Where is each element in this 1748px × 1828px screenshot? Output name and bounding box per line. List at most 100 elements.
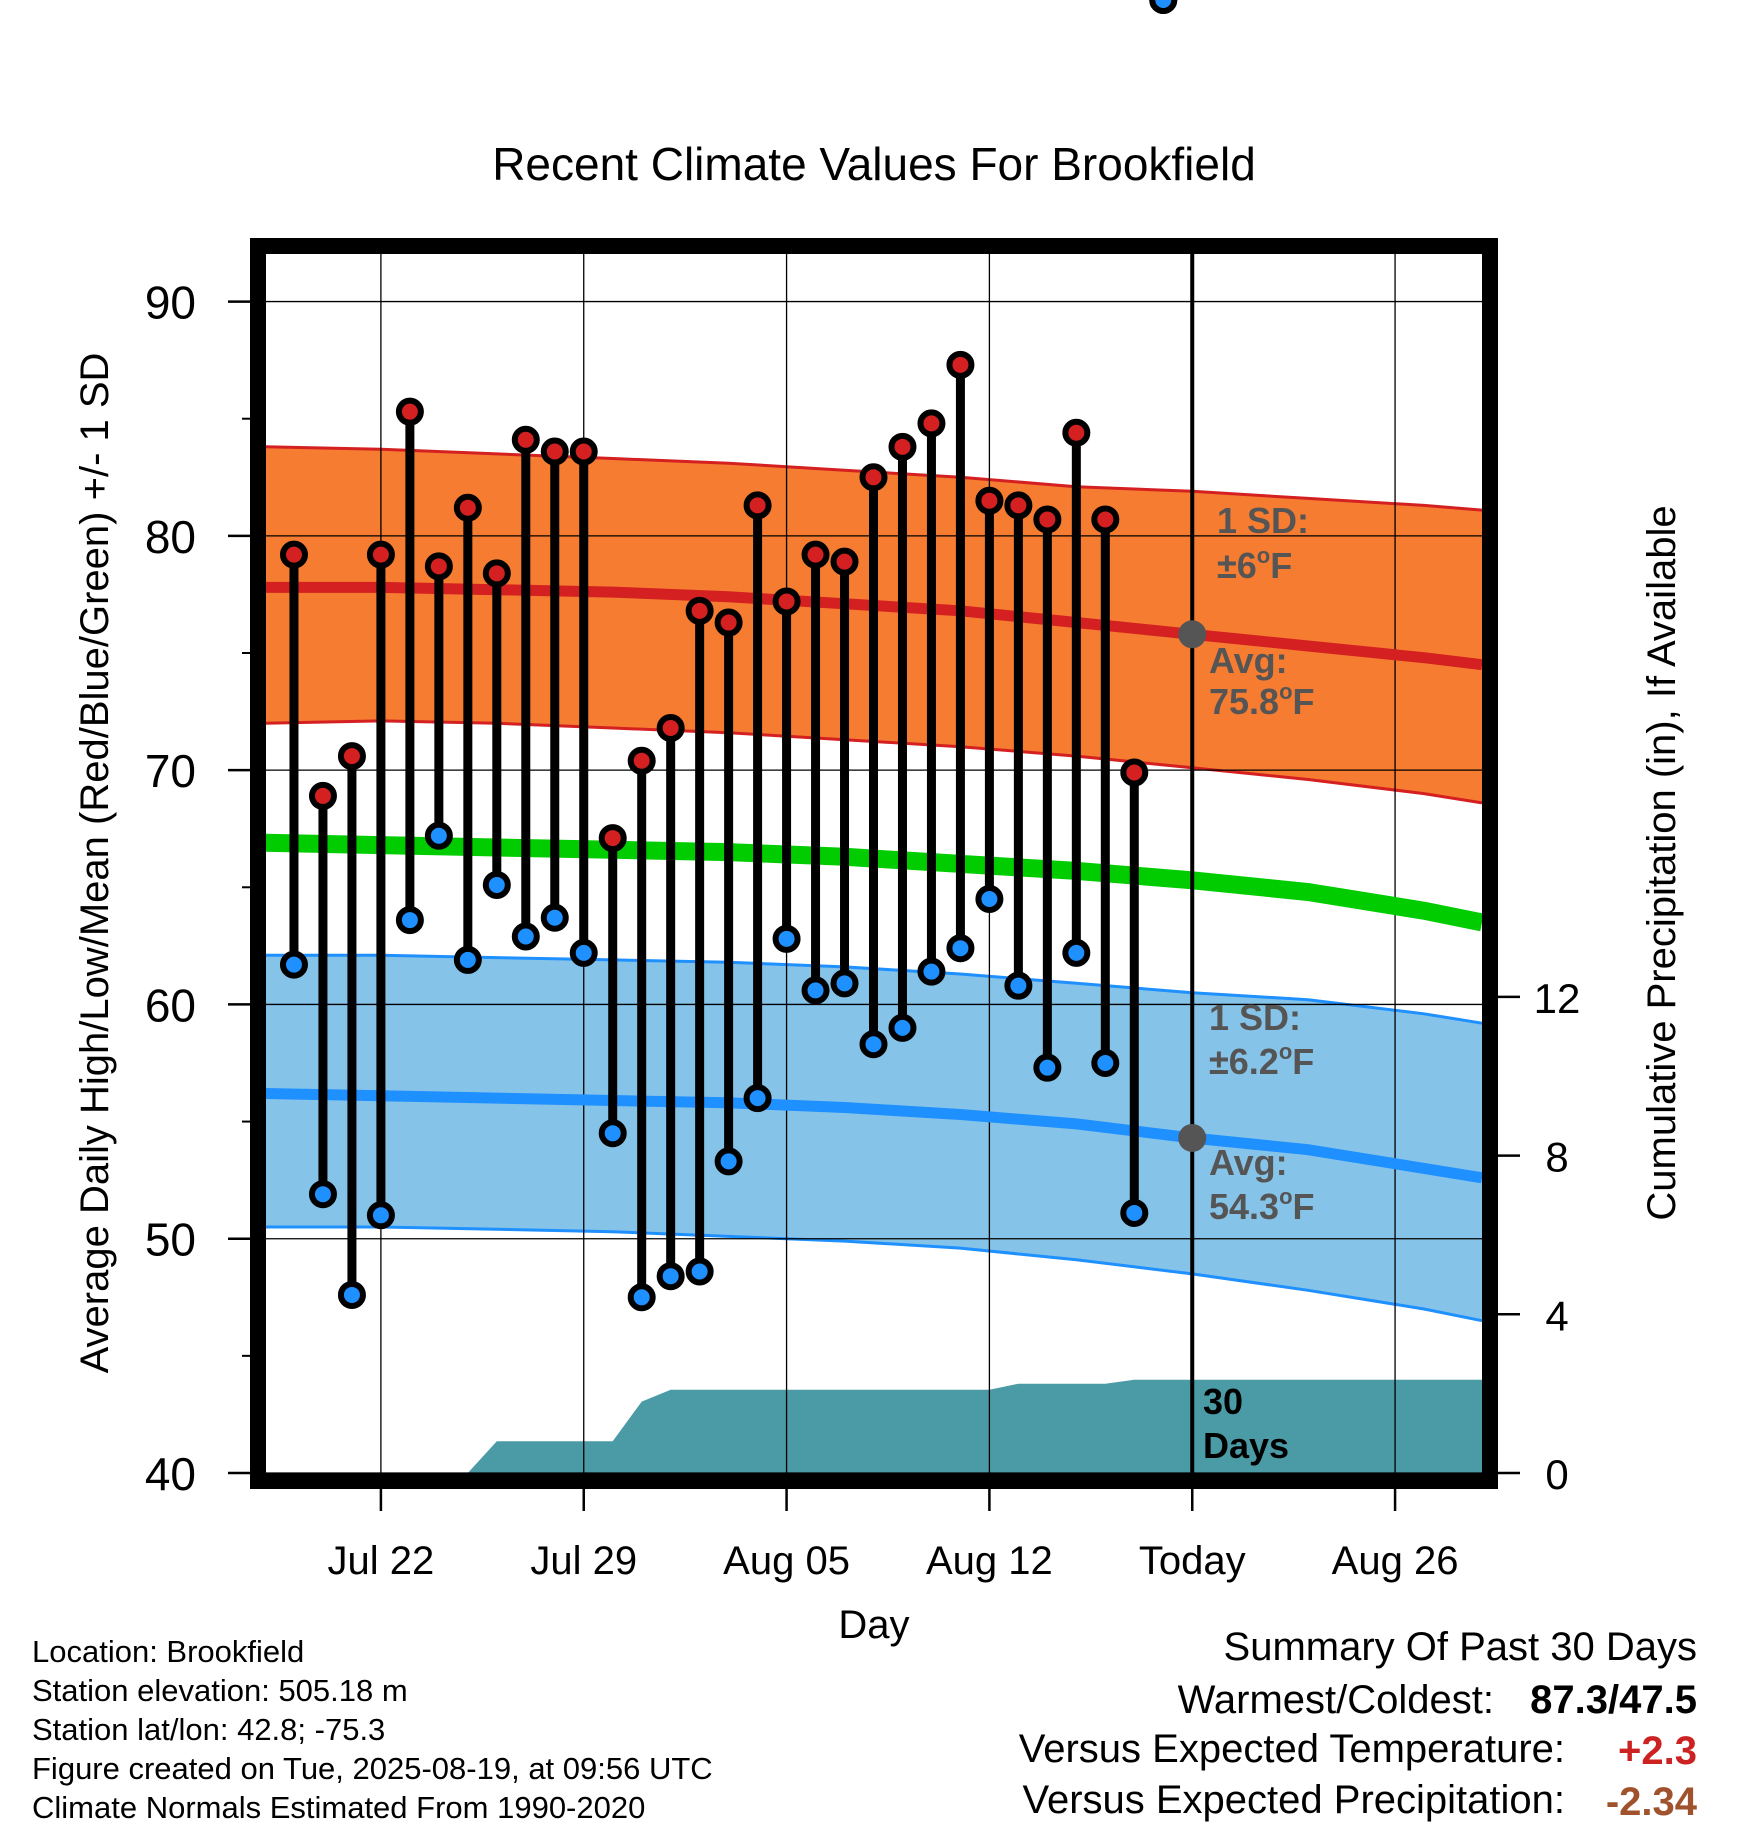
daily-high-point [482, 559, 511, 588]
daily-high-point [1120, 758, 1149, 787]
daily-low-point [743, 1084, 772, 1113]
y-axis-label: Average Daily High/Low/Mean (Red/Blue/Gr… [73, 353, 117, 1374]
plot-border [250, 238, 1498, 1489]
daily-high-point [656, 713, 685, 742]
daily-low-point [685, 1257, 714, 1286]
daily-low-point [395, 906, 424, 935]
daily-low-point [1004, 971, 1033, 1000]
cumulative-precip-area [265, 1379, 1482, 1473]
x-tick-label: Jul 22 [328, 1539, 435, 1583]
daily-high-point [366, 540, 395, 569]
axes: 40 50 60 70 80 90 0 4 8 12 Jul 22 Jul 29 Aug 05 Aug 1… [145, 277, 1581, 1583]
daily-low-point [946, 934, 975, 963]
summary-temp-label: Versus Expected Temperature: [1019, 1727, 1565, 1771]
x-tick-label: Aug 05 [723, 1539, 850, 1583]
low-avg-label: Avg: [1209, 1142, 1288, 1183]
y-tick-label: 60 [145, 979, 196, 1031]
daily-low-point [1091, 1049, 1120, 1077]
daily-low-point [569, 938, 598, 967]
daily-high-point [685, 596, 714, 625]
high-avg-label: Avg: [1209, 640, 1288, 681]
daily-low-point [308, 1180, 337, 1209]
y2-tick-label: 4 [1545, 1292, 1568, 1339]
y2-tick-label: 8 [1545, 1134, 1568, 1181]
daily-high-point [395, 397, 424, 426]
period-days-label: Days [1203, 1425, 1289, 1466]
period-count-label: 30 [1203, 1381, 1243, 1422]
daily-high-point [1033, 505, 1062, 534]
low-avg-line [264, 1088, 1483, 1184]
daily-high-point [714, 608, 743, 637]
daily-low-point [888, 1013, 917, 1042]
daily-low-point [1062, 938, 1091, 967]
y-tick-label: 90 [145, 277, 196, 329]
daily-high-point [1091, 505, 1120, 534]
today-high-avg-marker [1178, 620, 1207, 649]
y-tick-label: 80 [145, 511, 196, 563]
footer-elevation: Station elevation: 505.18 m [32, 1673, 408, 1708]
footer-latlon: Station lat/lon: 42.8; -75.3 [32, 1712, 385, 1747]
daily-low-point [917, 957, 946, 986]
low-avg-value: 54.3oF [1209, 1184, 1315, 1227]
observed-temperatures [279, 0, 1178, 1312]
daily-high-point [511, 425, 540, 454]
daily-high-point [540, 437, 569, 466]
daily-low-point [859, 1030, 888, 1059]
y-tick-label: 70 [145, 745, 196, 797]
daily-low-point [511, 922, 540, 951]
daily-high-point [975, 486, 1004, 515]
low-sd-value: ±6.2oF [1209, 1039, 1314, 1082]
today-low-avg-marker [1178, 1123, 1207, 1152]
daily-high-point [308, 781, 337, 810]
high-sd-label: 1 SD: [1217, 500, 1309, 541]
daily-high-point [424, 552, 453, 581]
daily-high-point [1062, 418, 1091, 447]
chart-title: Recent Climate Values For Brookfield [492, 138, 1256, 190]
daily-low-point [424, 821, 453, 850]
daily-high-point [859, 463, 888, 492]
daily-low-point [830, 969, 859, 998]
daily-high-point [337, 742, 366, 771]
x-tick-label: Aug 26 [1332, 1539, 1459, 1583]
low-sd-label: 1 SD: [1209, 997, 1301, 1038]
x-axis-label: Day [838, 1603, 909, 1647]
daily-high-point [569, 437, 598, 466]
daily-low-point [453, 945, 482, 974]
daily-high-point [772, 587, 801, 616]
daily-low-point [714, 1147, 743, 1176]
high-sd-value: ±6oF [1217, 543, 1292, 586]
y-tick-label: 50 [145, 1214, 196, 1266]
summary-title: Summary Of Past 30 Days [1224, 1625, 1697, 1669]
daily-low-point [975, 885, 1004, 913]
x-tick-label: Aug 12 [926, 1539, 1053, 1583]
daily-low-point [366, 1201, 395, 1230]
low-minus-sd-line [265, 1225, 1483, 1323]
daily-high-point [598, 824, 627, 853]
precipitation-area [265, 1379, 1482, 1473]
daily-high-point [743, 491, 772, 520]
x-tick-label: Today [1139, 1539, 1246, 1583]
daily-high-point [830, 547, 859, 576]
daily-low-point [540, 903, 569, 932]
summary-precip-label: Versus Expected Precipitation: [1022, 1778, 1565, 1822]
summary-warm-cold-value: 87.3/47.5 [1530, 1678, 1697, 1722]
daily-high-point [1004, 491, 1033, 520]
daily-high-point [279, 540, 308, 569]
y-tick-label: 40 [145, 1448, 196, 1500]
daily-low-point [279, 950, 308, 979]
daily-high-point [946, 350, 975, 379]
daily-low-point [801, 976, 830, 1005]
daily-low-point [1033, 1053, 1062, 1082]
high-avg-value: 75.8oF [1209, 679, 1315, 722]
daily-high-point [627, 746, 656, 775]
x-tick-label: Jul 29 [530, 1539, 637, 1583]
daily-high-point [801, 540, 830, 569]
plot-frame [250, 238, 1498, 1489]
daily-low-point [482, 870, 511, 899]
daily-high-point [888, 432, 917, 461]
y2-tick-label: 0 [1545, 1451, 1568, 1498]
daily-low-point [656, 1262, 685, 1291]
daily-low-point [1120, 1198, 1149, 1227]
